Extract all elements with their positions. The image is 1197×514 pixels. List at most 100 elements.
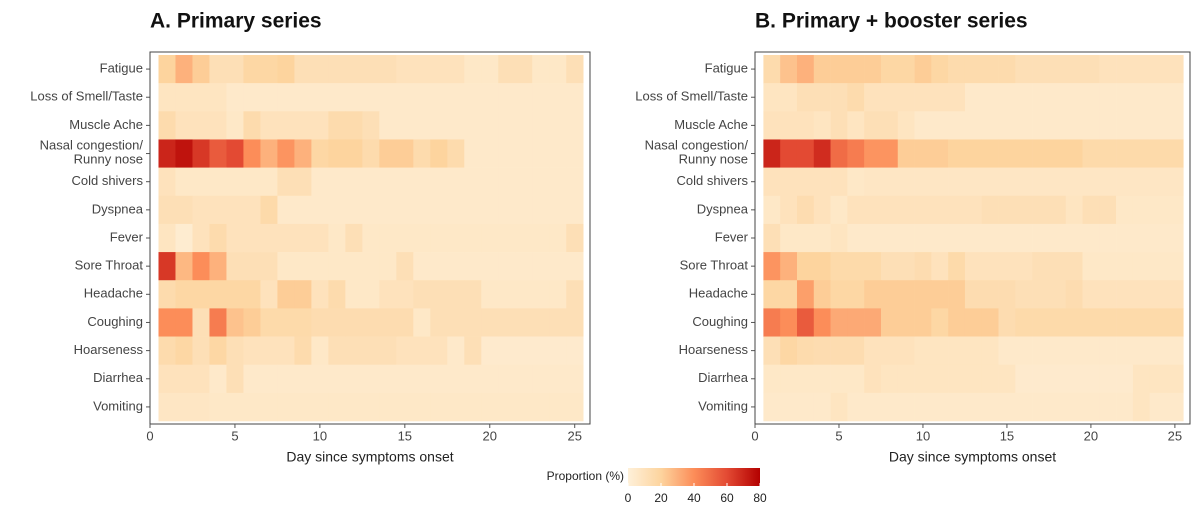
heat-cell [413,167,431,197]
heat-cell [948,308,966,337]
heat-cell [362,167,380,197]
heat-cell [447,392,465,422]
heat-cell [498,139,516,168]
heat-cell [379,167,397,197]
heat-cell [413,280,431,309]
panel-border [754,51,1191,425]
heat-cell [209,111,227,140]
heat-cell [158,392,176,422]
heat-cell [1132,364,1150,394]
heat-cell [481,392,499,422]
heat-cell [328,83,346,112]
heat-cell [515,392,533,422]
heat-cell [294,223,312,253]
heat-cell [413,336,431,365]
heat-cell [998,336,1016,365]
heat-cell [294,280,312,309]
heat-cell [931,195,949,225]
heat-cell [192,195,210,225]
heat-cell [481,280,499,309]
heat-cell [413,308,431,337]
heat-cell [447,83,465,112]
heat-cell [277,336,295,365]
heat-cell [464,55,482,84]
heat-cell [430,55,448,84]
heat-cell [931,167,949,197]
heat-cell [1099,223,1117,253]
heat-cell [260,55,278,84]
heat-cell [294,55,312,84]
heat-cell [158,111,176,140]
heat-cell [192,111,210,140]
heat-cell [780,195,798,225]
heat-cell [260,280,278,309]
heat-cell [447,139,465,168]
heat-cell [1048,83,1067,112]
x-tick-label: 5 [231,428,238,443]
heat-cell [158,195,176,225]
heat-cell [311,392,329,422]
heat-cell [1149,111,1167,140]
heat-cell [413,139,431,168]
heat-cell [328,252,346,281]
heat-cell [260,336,278,365]
heat-cell [345,308,363,337]
heat-cell [226,336,244,365]
colorbar-tick-label: 20 [654,491,668,505]
heat-cell [515,55,533,84]
heat-cell [277,55,295,84]
heat-cell [481,336,499,365]
heat-cell [464,83,482,112]
heat-cell [796,55,815,84]
heat-cell [532,280,550,309]
heat-cell [243,111,261,140]
heat-cell [464,167,482,197]
heat-cell [1116,308,1134,337]
heat-cell [1082,83,1100,112]
heat-cell [914,83,932,112]
heat-cell [796,280,815,309]
heat-cell [897,83,915,112]
heat-cell [345,139,363,168]
heat-cell [379,195,397,225]
heat-cell [158,280,176,309]
heat-cell [1132,55,1150,84]
heat-cell [447,280,465,309]
heat-cell [813,139,831,168]
heat-cell [311,139,329,168]
heat-cell [780,364,798,394]
y-tick-label: Fever [715,229,749,244]
heat-cell [1166,55,1184,84]
y-tick-label: Diarrhea [698,370,749,385]
heat-cell [1099,280,1117,309]
heat-cell [362,252,380,281]
heat-cell [532,392,550,422]
heat-cell [1099,392,1117,422]
heat-cell [1032,83,1050,112]
heat-cell [948,83,966,112]
heat-cell [1048,336,1067,365]
heat-cell [780,83,798,112]
heat-cell [430,364,448,394]
y-tick-label: Headache [84,286,143,301]
heat-cell [1048,195,1067,225]
y-tick-label: Muscle Ache [674,117,748,132]
heat-cell [566,139,584,168]
heat-cell [345,280,363,309]
heat-cell [931,252,949,281]
heat-cell [1032,364,1050,394]
heat-cell [1166,223,1184,253]
heat-cell [1048,167,1067,197]
heat-cell [864,83,882,112]
heat-cell [175,195,193,225]
heat-cell [566,308,584,337]
heat-cell [549,308,567,337]
heat-cell [830,336,848,365]
heat-cell [498,223,516,253]
heat-cell [566,280,584,309]
heat-cell [1082,364,1100,394]
heat-cell [566,195,584,225]
heat-cell [498,195,516,225]
heat-cell [998,252,1016,281]
